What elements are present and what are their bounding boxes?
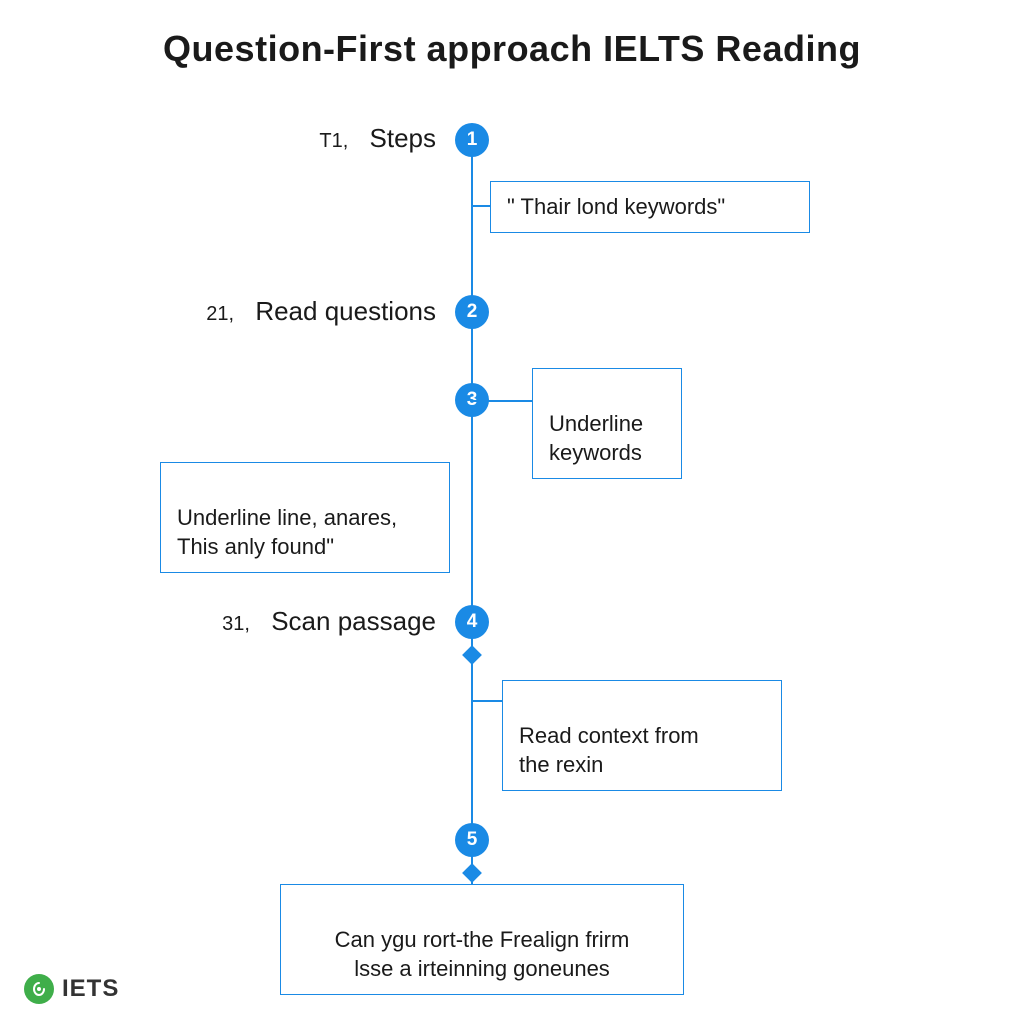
step-node-5: 5	[455, 823, 489, 857]
timeline-axis	[471, 140, 473, 930]
callout-text: Can ygu rort-the Frealign frirm lsse a i…	[335, 927, 630, 982]
step-label-1: T1, Steps	[319, 123, 436, 154]
connector	[472, 205, 490, 207]
step-label-num: 31,	[222, 613, 250, 635]
step-label-text: Scan passage	[271, 606, 436, 636]
step-label-text: Steps	[370, 123, 437, 153]
callout-text: Underline line, anares, This anly found"	[177, 505, 397, 560]
callout-box-2: Underline keywords	[532, 368, 682, 479]
step-label-num: 21,	[206, 303, 234, 325]
page-title: Question-First approach IELTS Reading	[0, 28, 1024, 70]
diamond-marker	[462, 863, 482, 883]
diamond-marker	[462, 645, 482, 665]
step-node-1: 1	[455, 123, 489, 157]
step-label-2: 21, Read questions	[206, 296, 436, 327]
step-label-num: T1,	[319, 130, 348, 152]
connector	[472, 700, 502, 702]
callout-box-3: Underline line, anares, This anly found"	[160, 462, 450, 573]
connector	[472, 400, 532, 402]
step-node-2: 2	[455, 295, 489, 329]
logo-icon	[24, 974, 54, 1004]
callout-text: " Thair lond keywords"	[507, 194, 725, 219]
callout-text: Underline keywords	[549, 411, 643, 466]
brand-logo: IETS	[24, 974, 119, 1004]
step-node-4: 4	[455, 605, 489, 639]
logo-text: IETS	[62, 975, 119, 1003]
callout-text: Read context from the rexin	[519, 723, 699, 778]
callout-box-4: Read context from the rexin	[502, 680, 782, 791]
callout-box-5: Can ygu rort-the Frealign frirm lsse a i…	[280, 884, 684, 995]
step-label-text: Read questions	[255, 296, 436, 326]
callout-box-1: " Thair lond keywords"	[490, 181, 810, 233]
step-label-3: 31, Scan passage	[222, 606, 436, 637]
